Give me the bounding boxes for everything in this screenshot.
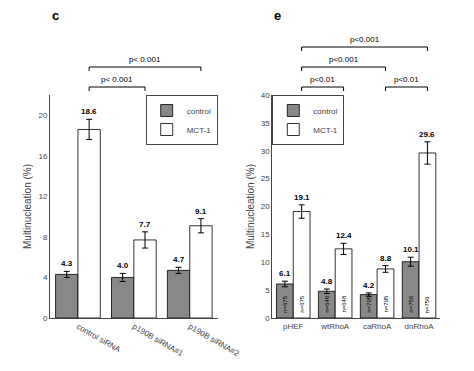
- svg-text:5: 5: [265, 286, 270, 295]
- svg-text:n=795: n=795: [366, 295, 372, 313]
- svg-text:p<0.01: p<0.01: [310, 75, 335, 84]
- svg-text:0: 0: [43, 314, 48, 323]
- svg-text:4.7: 4.7: [173, 255, 185, 264]
- svg-text:18.6: 18.6: [81, 107, 97, 116]
- svg-text:7.7: 7.7: [139, 220, 151, 229]
- svg-text:9.1: 9.1: [195, 207, 207, 216]
- svg-text:12.4: 12.4: [336, 231, 352, 240]
- svg-text:p190B siRNA#1: p190B siRNA#1: [131, 322, 185, 359]
- svg-text:e: e: [274, 8, 281, 23]
- svg-text:35: 35: [261, 119, 270, 128]
- svg-text:n=648: n=648: [341, 295, 347, 313]
- svg-text:6.1: 6.1: [279, 269, 291, 278]
- svg-text:10.1: 10.1: [403, 245, 419, 254]
- svg-text:19.1: 19.1: [294, 193, 310, 202]
- svg-text:40: 40: [261, 91, 270, 100]
- svg-text:25: 25: [261, 174, 270, 183]
- svg-text:10: 10: [261, 258, 270, 267]
- svg-text:15: 15: [261, 230, 270, 239]
- svg-text:Multinucleation (%): Multinucleation (%): [245, 164, 256, 249]
- svg-text:MCT-1: MCT-1: [187, 126, 212, 135]
- svg-text:dnRhoA: dnRhoA: [405, 322, 435, 331]
- svg-text:8.8: 8.8: [380, 254, 392, 263]
- svg-text:n=795: n=795: [383, 295, 389, 313]
- svg-text:wtRhoA: wtRhoA: [320, 322, 350, 331]
- svg-text:8: 8: [43, 233, 48, 242]
- svg-text:control: control: [313, 107, 337, 116]
- svg-text:n=756: n=756: [408, 295, 414, 313]
- svg-text:n=675: n=675: [299, 295, 305, 313]
- svg-text:Multinucleation (%): Multinucleation (%): [22, 164, 33, 249]
- svg-text:n=648: n=648: [324, 295, 330, 313]
- svg-text:p< 0.001: p< 0.001: [129, 55, 161, 64]
- svg-text:p<0.001: p<0.001: [350, 35, 380, 44]
- svg-text:n=675: n=675: [282, 295, 288, 313]
- svg-text:caRhoA: caRhoA: [363, 322, 392, 331]
- svg-text:pHEF: pHEF: [283, 322, 304, 331]
- svg-text:4.8: 4.8: [321, 277, 333, 286]
- svg-text:30: 30: [261, 147, 270, 156]
- svg-text:p<0.01: p<0.01: [394, 75, 419, 84]
- svg-text:MCT-1: MCT-1: [313, 126, 338, 135]
- svg-text:4.2: 4.2: [363, 281, 375, 290]
- svg-text:20: 20: [261, 202, 270, 211]
- svg-text:4: 4: [43, 273, 48, 282]
- svg-text:4.0: 4.0: [117, 261, 129, 270]
- svg-text:12: 12: [38, 192, 47, 201]
- svg-text:4.3: 4.3: [61, 259, 73, 268]
- svg-text:29.6: 29.6: [419, 130, 435, 139]
- svg-text:p190B siRNA#2: p190B siRNA#2: [187, 322, 241, 359]
- svg-text:0: 0: [265, 314, 270, 323]
- svg-text:p<0.001: p<0.001: [329, 55, 359, 64]
- svg-text:16: 16: [38, 152, 47, 161]
- svg-text:control: control: [187, 107, 211, 116]
- svg-text:20: 20: [38, 111, 47, 120]
- svg-text:c: c: [52, 8, 59, 23]
- svg-text:p< 0.001: p< 0.001: [101, 75, 133, 84]
- svg-text:n=756: n=756: [424, 296, 430, 314]
- svg-text:control siRNA: control siRNA: [75, 322, 122, 355]
